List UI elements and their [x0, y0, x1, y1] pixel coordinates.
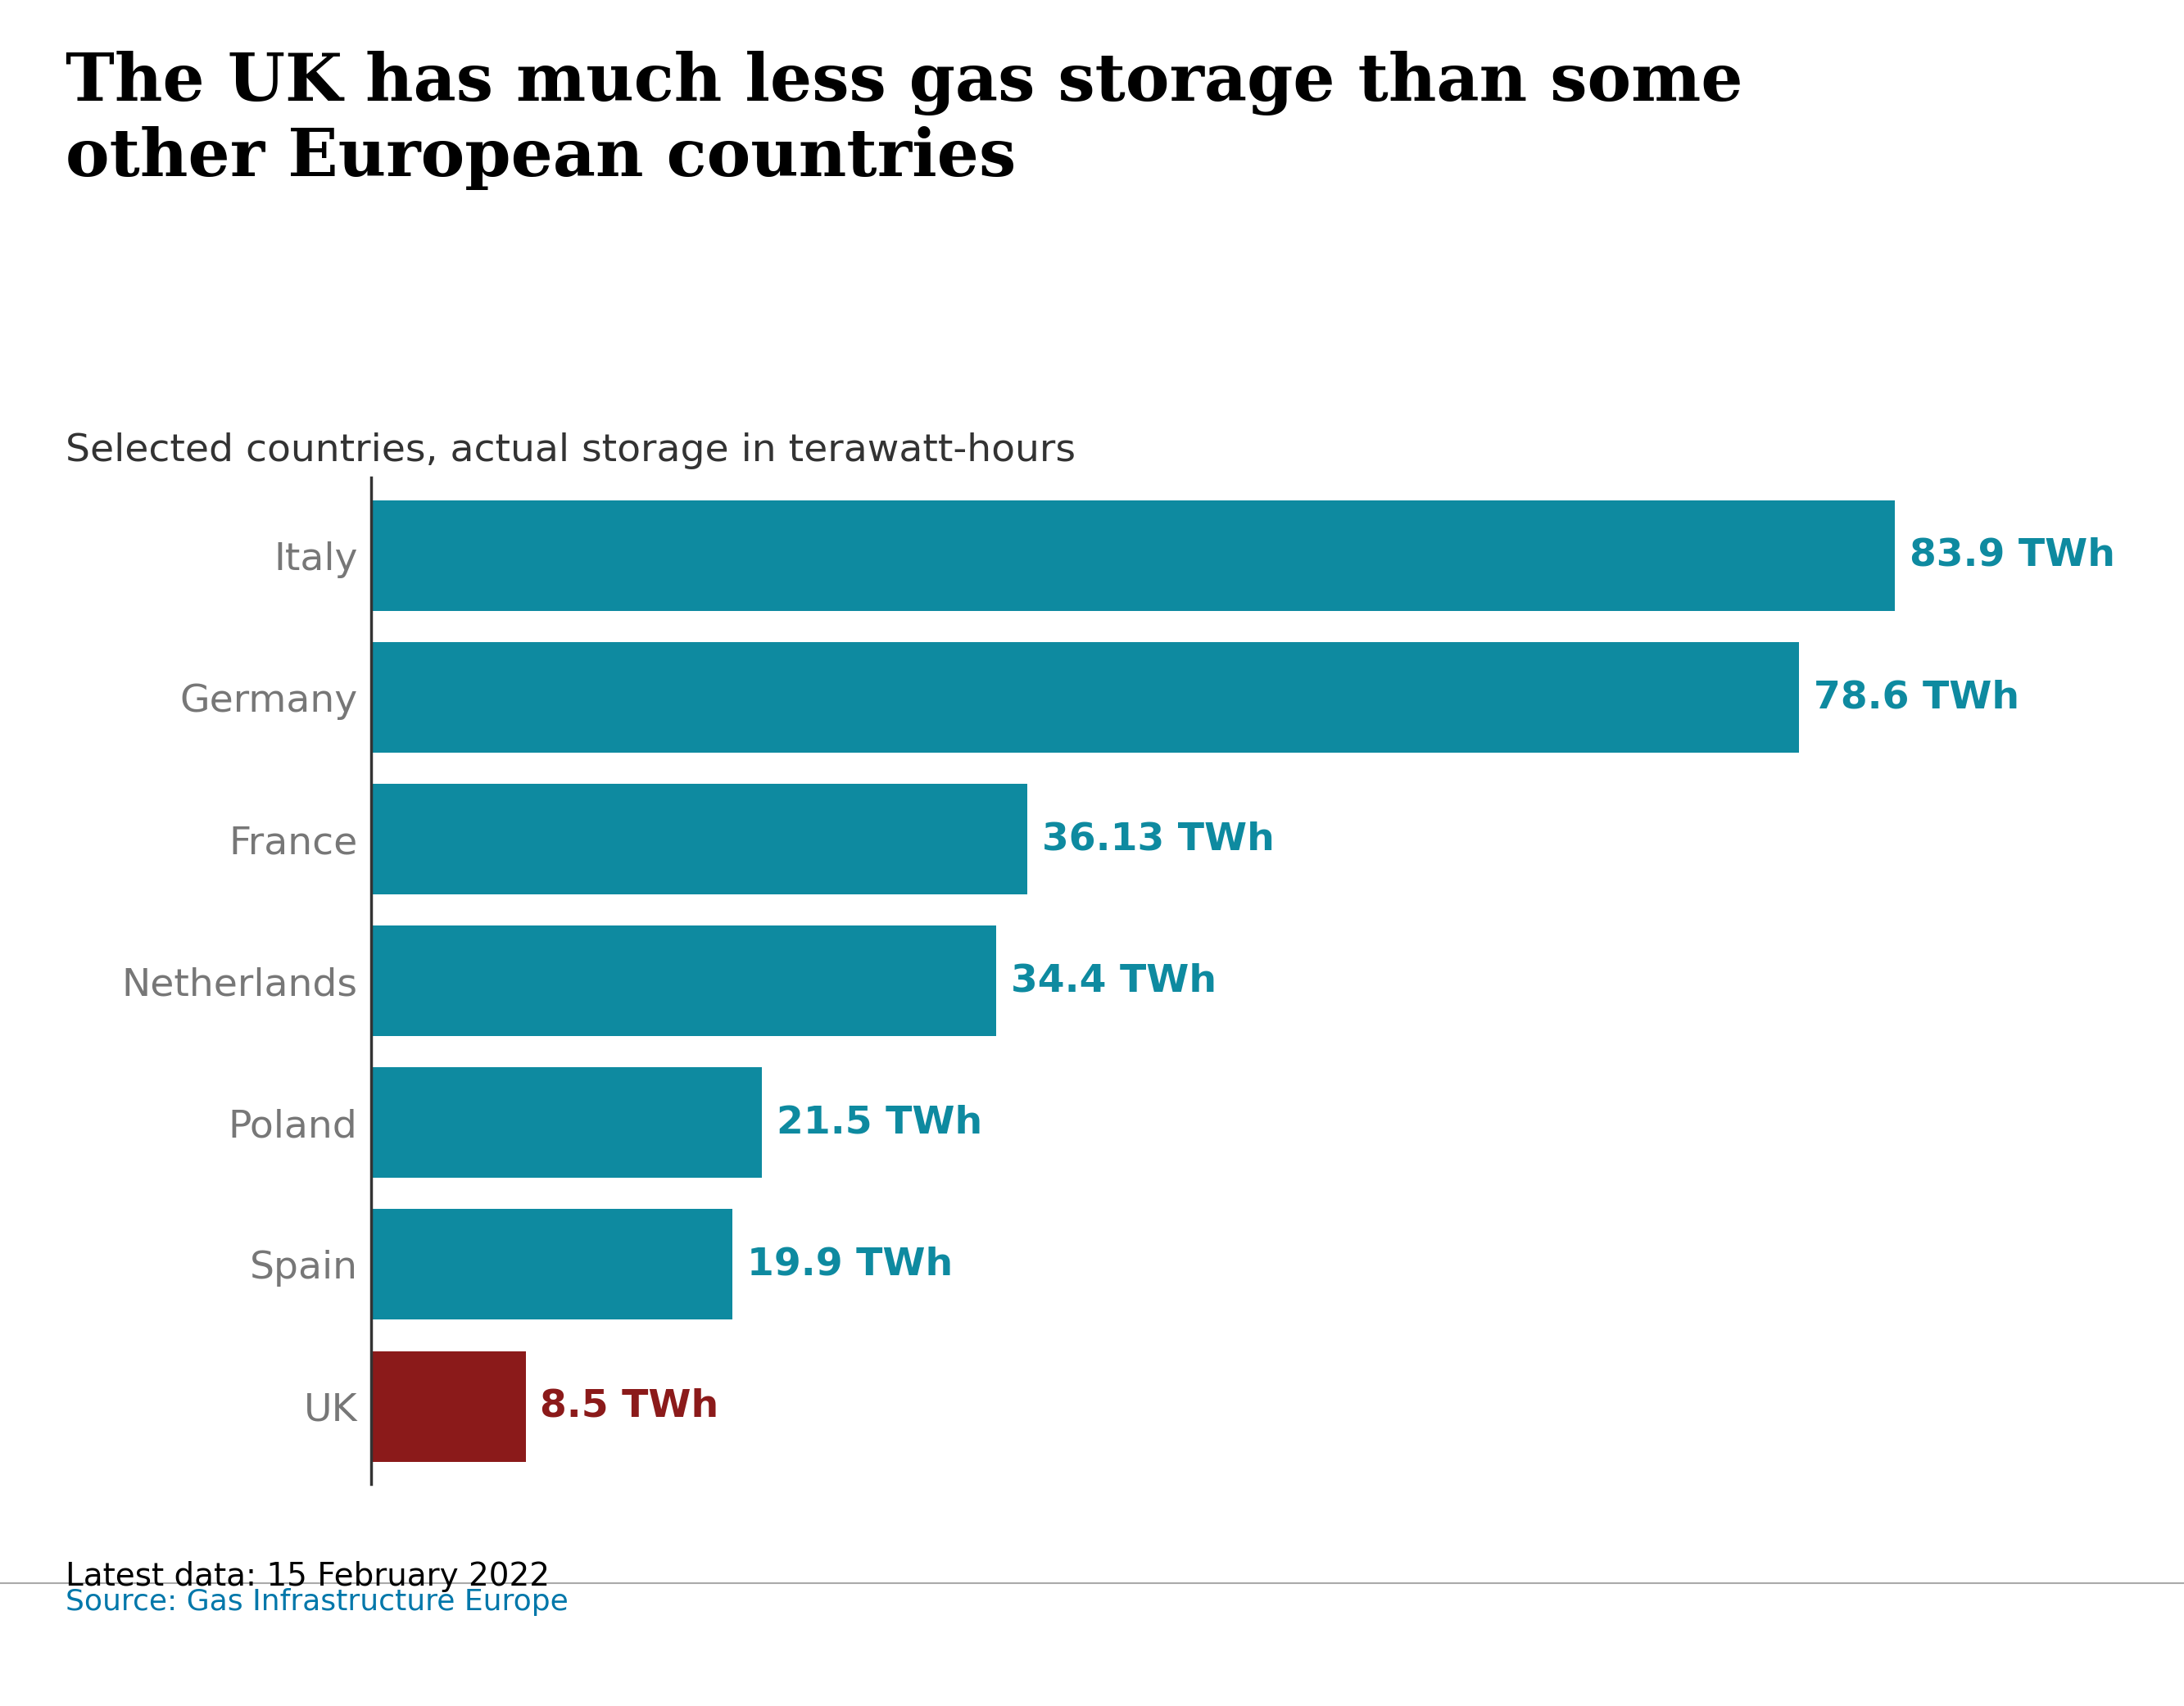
Text: The UK has much less gas storage than some
other European countries: The UK has much less gas storage than so…	[66, 51, 1743, 189]
Text: 78.6 TWh: 78.6 TWh	[1813, 679, 2018, 717]
Text: BBC: BBC	[2031, 1639, 2108, 1674]
Bar	[371, 926, 996, 1036]
Bar	[371, 1210, 732, 1320]
Text: Latest data: 15 February 2022: Latest data: 15 February 2022	[66, 1561, 550, 1592]
Bar	[371, 641, 1800, 752]
Text: 36.13 TWh: 36.13 TWh	[1042, 821, 1275, 858]
Bar	[371, 1068, 762, 1179]
Bar	[371, 783, 1026, 894]
Text: 83.9 TWh: 83.9 TWh	[1909, 537, 2114, 575]
Text: Selected countries, actual storage in terawatt-hours: Selected countries, actual storage in te…	[66, 432, 1075, 469]
Bar	[371, 1351, 526, 1462]
Text: Source: Gas Infrastructure Europe: Source: Gas Infrastructure Europe	[66, 1588, 568, 1616]
Bar	[371, 500, 1896, 611]
Text: 34.4 TWh: 34.4 TWh	[1011, 962, 1216, 1000]
Text: 19.9 TWh: 19.9 TWh	[747, 1245, 952, 1283]
Text: 21.5 TWh: 21.5 TWh	[775, 1104, 983, 1141]
Text: 8.5 TWh: 8.5 TWh	[539, 1387, 719, 1425]
